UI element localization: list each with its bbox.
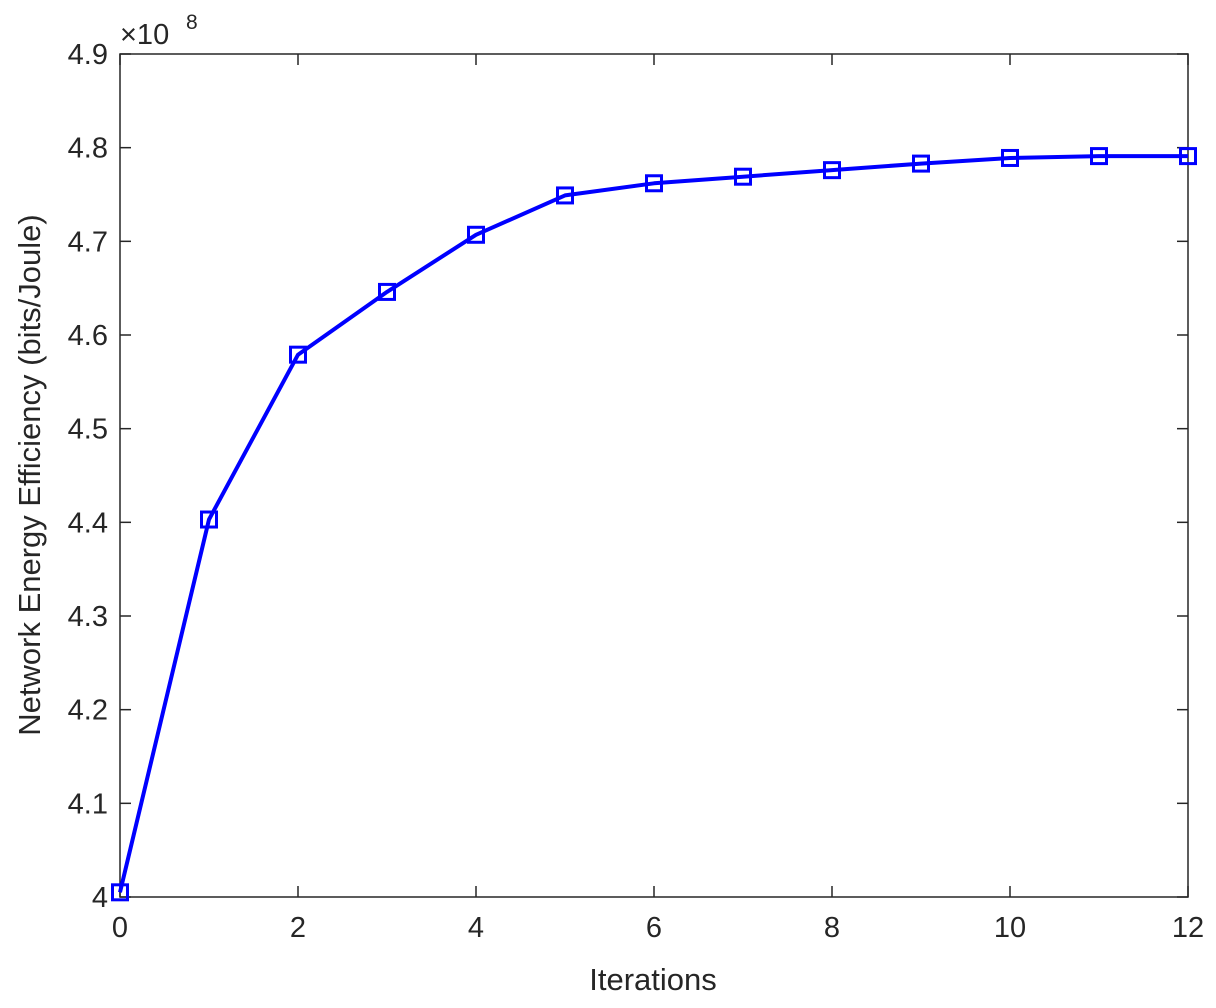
y-axis-label: Network Energy Efficiency (bits/Joule) [12,214,47,735]
series-line [118,154,1188,893]
y-tick-label: 4.2 [68,695,108,727]
data-point-marker [912,154,930,173]
data-point-marker [289,345,307,364]
data-point-marker [823,161,841,180]
data-point-marker [734,167,752,186]
data-point-marker [556,186,574,205]
y-tick-label: 4.8 [68,133,108,165]
x-axis-label: Iterations [589,962,717,997]
axis-ticks [119,53,1189,898]
y-exponent-label: ×10 8 [120,11,198,51]
y-tick-label: 4.3 [68,601,108,633]
y-tick-label: 4.6 [68,320,108,352]
x-tick-label: 4 [468,912,484,944]
x-tick-label: 8 [824,912,840,944]
data-point-marker [645,174,663,193]
data-point-marker [200,510,218,529]
x-tick-label: 12 [1172,912,1204,944]
y-exponent-base: ×10 [120,19,169,51]
tick-labels: 0 2 4 6 8 10 12 4 4.1 4.2 4.3 4.4 4.5 4.6 4.7 4.8 4.9 [68,39,1204,944]
y-tick-label: 4.1 [68,788,108,820]
data-point-marker [467,225,485,244]
data-point-marker [1001,148,1019,167]
data-point-marker [1090,147,1108,166]
x-tick-label: 10 [994,912,1026,944]
x-tick-label: 0 [112,912,128,944]
data-point-marker [378,282,396,301]
y-tick-label: 4.4 [68,507,108,539]
y-tick-label: 4 [92,882,108,914]
x-tick-label: 6 [646,912,662,944]
series-layer [111,147,1197,902]
data-point-marker [111,883,129,902]
y-tick-label: 4.7 [68,226,108,258]
data-point-marker [1179,147,1197,166]
plot-area-frame [119,53,1189,898]
x-tick-label: 2 [290,912,306,944]
y-tick-label: 4.9 [68,39,108,71]
y-exponent-power: 8 [186,11,198,34]
y-tick-label: 4.5 [68,414,108,446]
